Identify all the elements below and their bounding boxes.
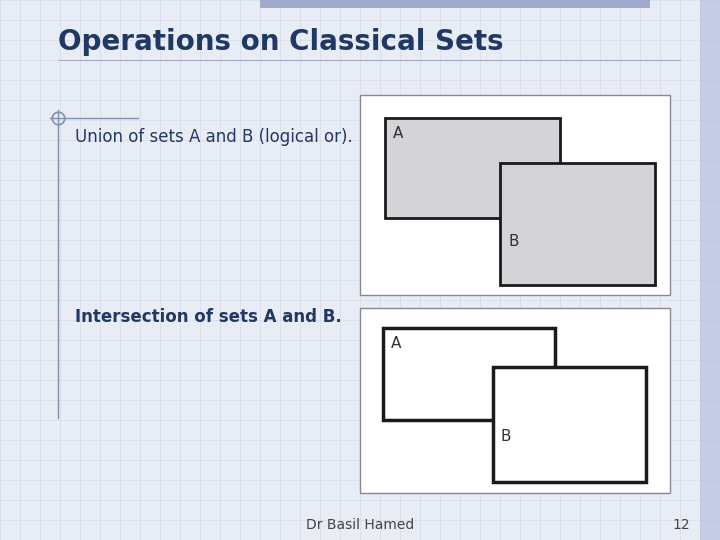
- Bar: [360, 95, 670, 295]
- Text: A: A: [393, 126, 403, 141]
- Text: Union of sets A and B (logical or).: Union of sets A and B (logical or).: [75, 128, 353, 146]
- Text: Operations on Classical Sets: Operations on Classical Sets: [58, 28, 503, 56]
- Bar: [385, 118, 560, 218]
- Text: Intersection of sets A and B.: Intersection of sets A and B.: [75, 308, 342, 326]
- Bar: [500, 163, 655, 285]
- Bar: [360, 308, 670, 493]
- Bar: [493, 367, 555, 420]
- Text: B: B: [501, 429, 511, 444]
- Bar: [700, 0, 720, 540]
- Text: 12: 12: [672, 518, 690, 532]
- Bar: [493, 367, 646, 482]
- Bar: [260, 0, 650, 8]
- Text: A: A: [391, 336, 401, 351]
- Text: Dr Basil Hamed: Dr Basil Hamed: [306, 518, 414, 532]
- Text: B: B: [508, 234, 518, 249]
- Bar: [383, 328, 555, 420]
